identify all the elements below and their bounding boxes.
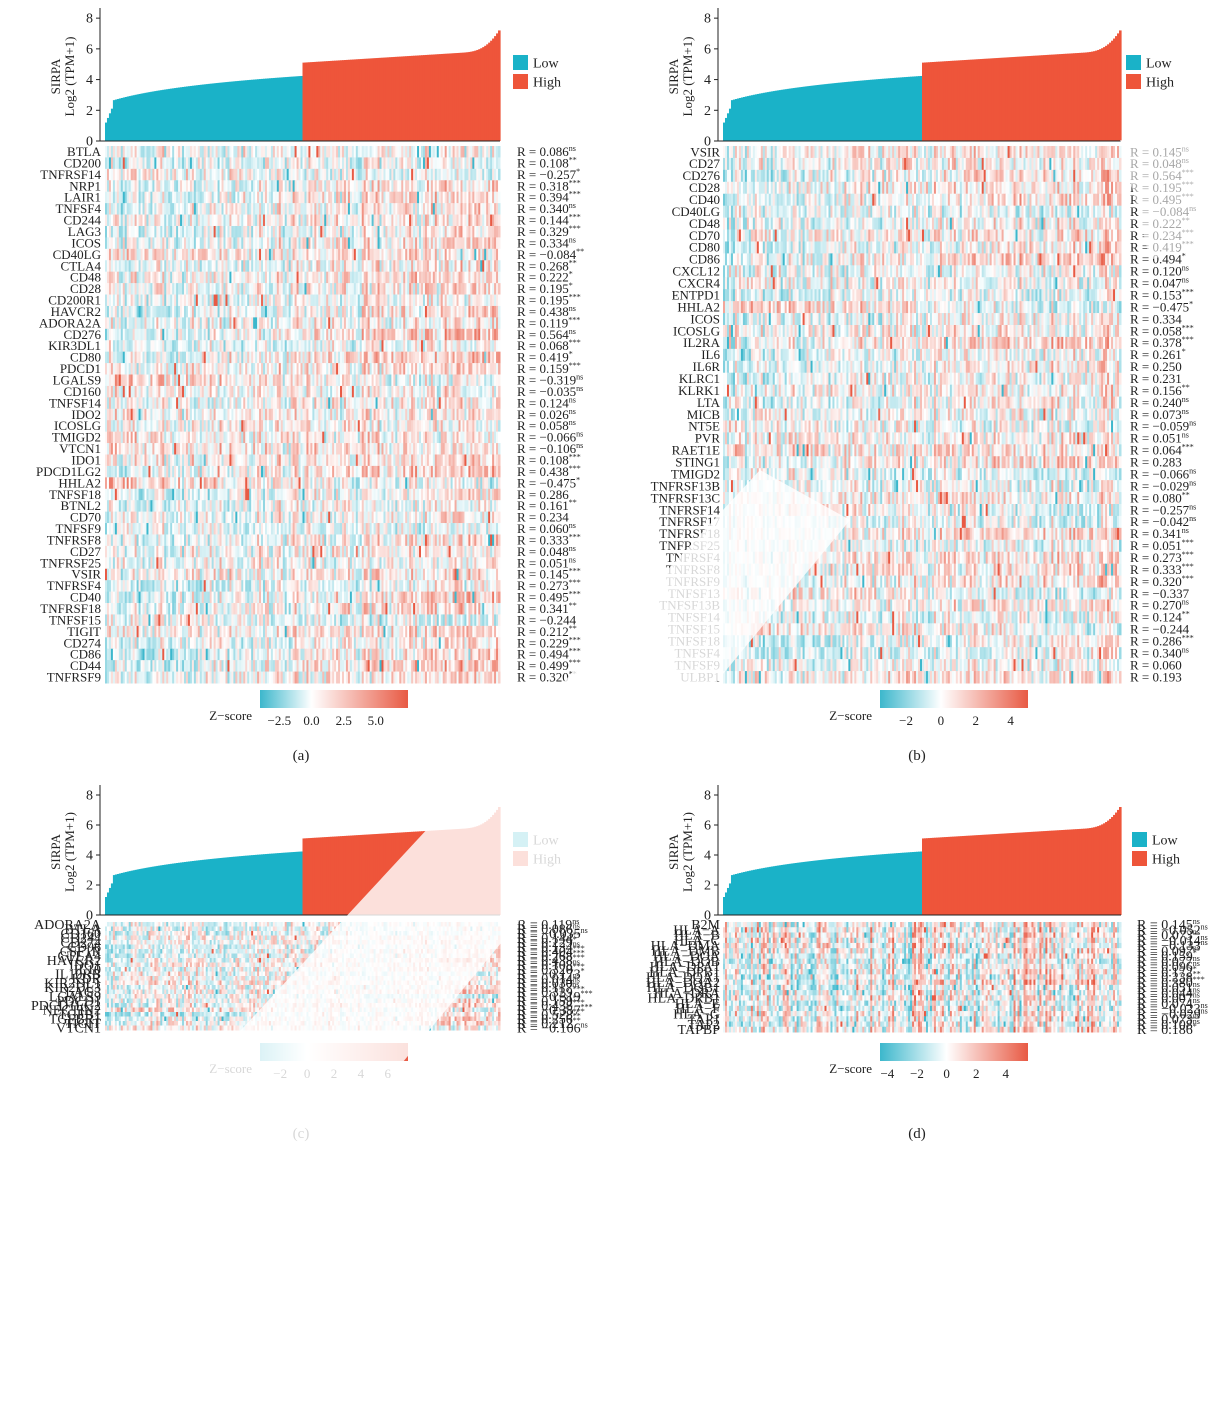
legend-swatch [513, 55, 528, 70]
y-axis-unit: Log2 (TPM+1) [62, 37, 77, 117]
heatmap-cell [498, 180, 500, 192]
legend-label: High [533, 76, 561, 91]
heatmap-cell [498, 317, 500, 329]
y-tick-label: 8 [86, 12, 93, 27]
heatmap-cell [498, 157, 500, 169]
heatmap-cell [498, 260, 500, 272]
heatmap-cell [498, 386, 500, 398]
heatmap-cell [498, 192, 500, 204]
heatmap-cell [498, 169, 500, 181]
heatmap-cell [498, 283, 500, 295]
heatmap-cell [498, 306, 500, 318]
y-tick-label: 4 [86, 73, 93, 88]
y-tick-label: 2 [86, 104, 93, 119]
bar-sample [498, 30, 501, 141]
heatmap-cell [498, 237, 500, 249]
heatmap-cell [498, 272, 500, 284]
heatmap-cell [498, 249, 500, 261]
y-tick-label: 6 [86, 42, 93, 57]
heatmap-cell [498, 215, 500, 227]
heatmap-cell [498, 146, 500, 158]
heatmap-cell [498, 363, 500, 375]
heatmap-cell [498, 295, 500, 307]
heatmap-cell [498, 352, 500, 364]
barplot-bars [105, 30, 501, 141]
legend-label: Low [533, 57, 560, 72]
y-axis-title: SIRPA [48, 58, 63, 94]
heatmap-cell [498, 397, 500, 409]
heatmap-cell [498, 329, 500, 341]
heatmap-cell [498, 226, 500, 238]
legend-swatch [513, 74, 528, 89]
heatmap-cell [498, 203, 500, 215]
heatmap-cell [498, 340, 500, 352]
heatmap-cell [498, 375, 500, 387]
